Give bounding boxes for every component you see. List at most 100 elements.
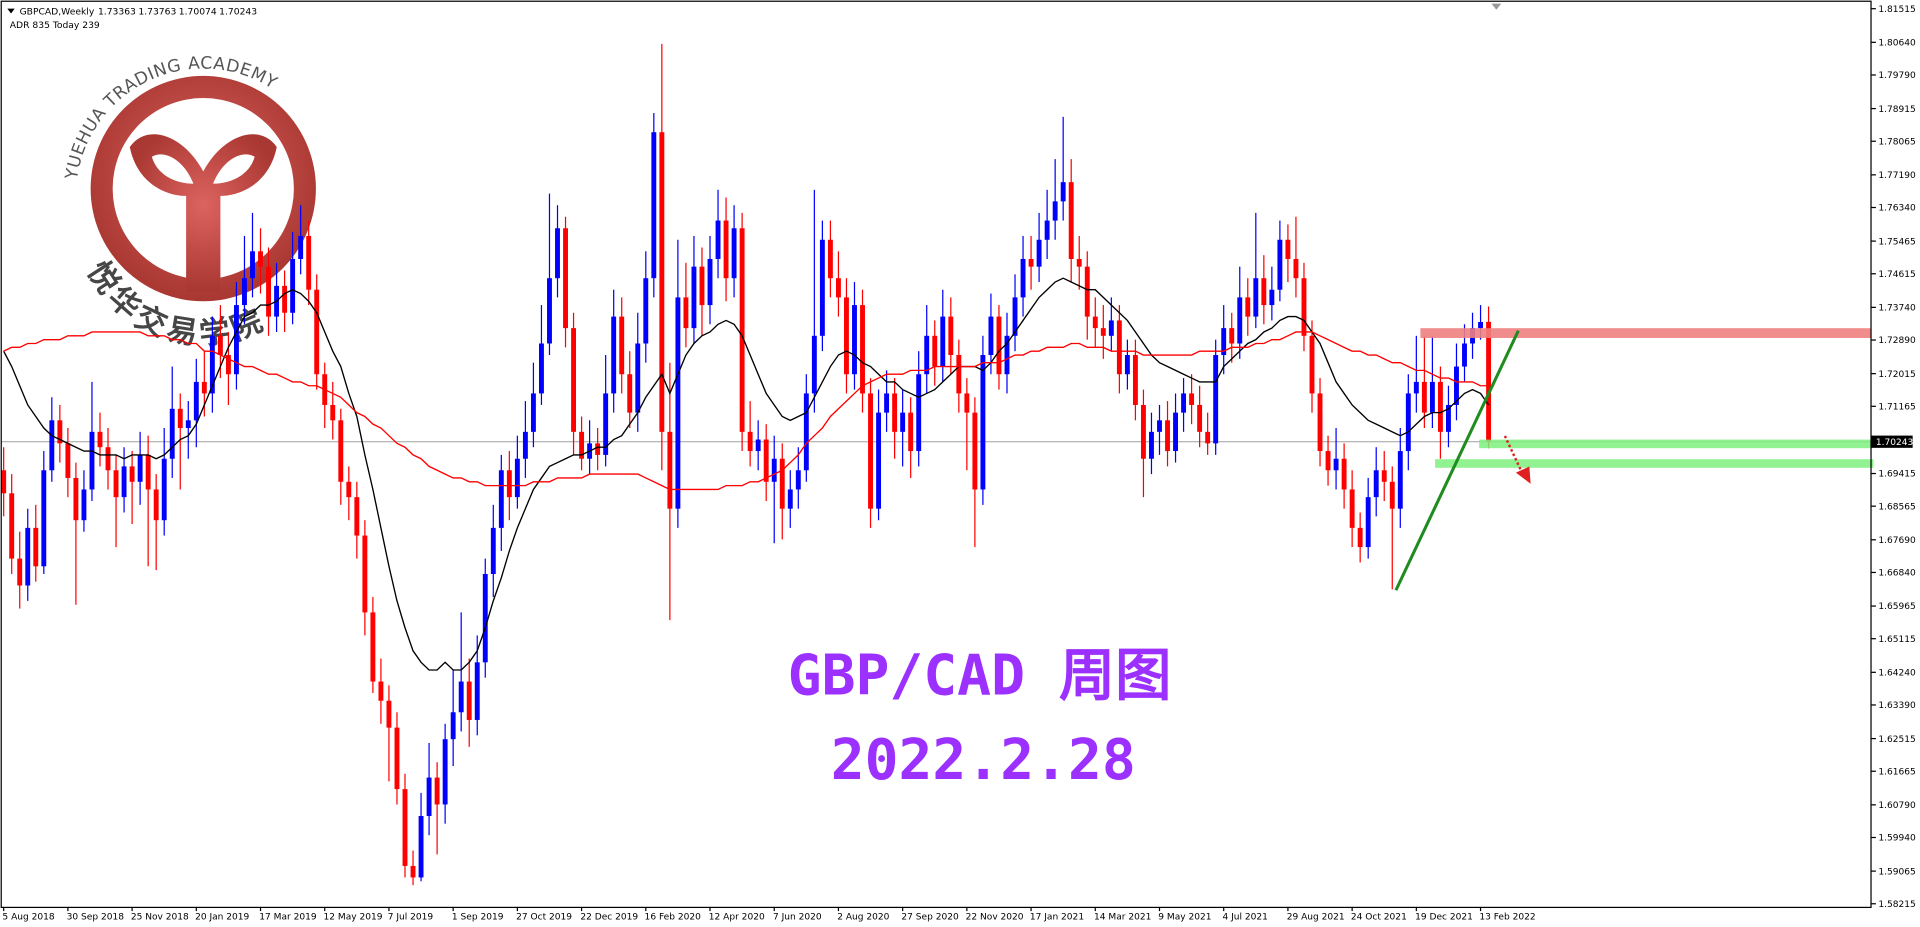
candle-body	[426, 777, 432, 816]
candle-body	[9, 493, 15, 559]
y-tick-label: 1.62515	[1878, 735, 1915, 745]
candle-body	[980, 355, 986, 490]
candle-body	[394, 727, 400, 790]
y-tick-label: 1.69415	[1878, 470, 1915, 480]
candle-body	[1413, 381, 1419, 394]
candle-body	[667, 431, 673, 509]
candle-body	[1341, 458, 1347, 490]
candle-body	[1044, 220, 1050, 240]
candle-body	[530, 393, 536, 432]
candle-body	[996, 316, 1002, 375]
y-tick-label: 1.75465	[1878, 237, 1915, 247]
candle-body	[1068, 182, 1074, 259]
candle-body	[1277, 239, 1283, 290]
candle-body	[1084, 266, 1090, 317]
candle-body	[217, 335, 223, 356]
candle-body	[362, 535, 368, 613]
candle-body	[1253, 278, 1259, 317]
candle-body	[956, 355, 962, 394]
candle-body	[1189, 393, 1195, 405]
x-tick-label: 9 May 2021	[1158, 913, 1211, 923]
candle-body	[932, 335, 938, 367]
candle-body	[1036, 239, 1042, 267]
candle-body	[450, 712, 456, 740]
candle-body	[579, 431, 585, 459]
candle-body	[306, 235, 312, 290]
x-tick-label: 22 Nov 2020	[966, 913, 1024, 923]
x-tick-label: 7 Jun 2020	[773, 913, 822, 923]
candle-body	[250, 251, 255, 279]
candle-body	[314, 289, 320, 375]
candle-body	[1140, 404, 1146, 459]
plot-area	[1, 43, 1872, 886]
moving-average	[3, 331, 1489, 491]
y-tick-label: 1.78915	[1878, 105, 1915, 115]
candle-body	[819, 239, 825, 336]
drawings	[1394, 3, 1874, 591]
candle-body	[1004, 335, 1010, 375]
candle-body	[916, 374, 922, 452]
candle-body	[1317, 393, 1323, 452]
candle-body	[1357, 527, 1363, 548]
candle-body	[723, 220, 729, 279]
x-tick-label: 7 Jul 2019	[388, 913, 434, 923]
x-tick-label: 24 Oct 2021	[1351, 913, 1407, 923]
x-tick-label: 19 Dec 2021	[1415, 913, 1473, 923]
close-value: 1.70243	[219, 7, 257, 18]
candle-body	[209, 335, 215, 394]
candle-body	[378, 681, 384, 701]
candle-body	[434, 777, 440, 805]
candle-body	[868, 393, 873, 509]
current-price-label: 1.70243	[1876, 438, 1914, 448]
candle-body	[97, 431, 103, 448]
plot-frame	[0, 0, 1872, 909]
candle-body	[25, 527, 31, 586]
candle-body	[691, 266, 697, 329]
x-tick-label: 30 Sep 2018	[67, 913, 125, 923]
candle-body	[1446, 404, 1451, 432]
candle-body	[1157, 420, 1162, 432]
candle-body	[201, 381, 207, 394]
candle-body	[852, 305, 857, 375]
candle-body	[619, 316, 625, 375]
candle-body	[1229, 328, 1235, 344]
candle-body	[522, 431, 528, 459]
candle-body	[763, 439, 769, 482]
candle-body	[1205, 431, 1211, 444]
candle-body	[972, 412, 978, 490]
y-tick-label: 1.59065	[1878, 867, 1915, 877]
candle-body	[1028, 258, 1034, 267]
candle-body	[1092, 316, 1098, 329]
candle-body	[1454, 366, 1459, 405]
candle-body	[1221, 328, 1227, 356]
candle-body	[739, 228, 745, 432]
candle-body	[603, 393, 609, 455]
candle-body	[65, 443, 71, 478]
candle-body	[539, 343, 544, 394]
y-tick-label: 1.64240	[1878, 668, 1916, 678]
candle-body	[169, 408, 175, 459]
candle-body	[876, 412, 882, 509]
candle-body	[635, 343, 641, 413]
candle-body	[795, 470, 801, 490]
candle-body	[129, 466, 135, 482]
candle-body	[547, 278, 552, 344]
candle-body	[225, 355, 231, 375]
candle-body	[1108, 320, 1114, 336]
candle-body	[835, 278, 841, 298]
candle-body	[161, 458, 167, 521]
candle-body	[49, 420, 55, 471]
candle-body	[1397, 451, 1403, 509]
header-arrow	[7, 8, 15, 14]
y-tick-label: 1.65115	[1878, 635, 1915, 645]
candle-body	[113, 470, 119, 498]
candle-body	[1405, 393, 1411, 452]
candle-body	[1012, 297, 1018, 336]
candle-body	[145, 454, 151, 490]
x-tick-label: 22 Dec 2019	[580, 913, 638, 923]
indicator-label: ADR 835 Today 239	[10, 20, 100, 31]
candle-body	[498, 470, 504, 528]
candle-body	[1285, 239, 1291, 259]
candle-body	[940, 316, 946, 367]
y-tick-label: 1.63390	[1878, 701, 1916, 711]
